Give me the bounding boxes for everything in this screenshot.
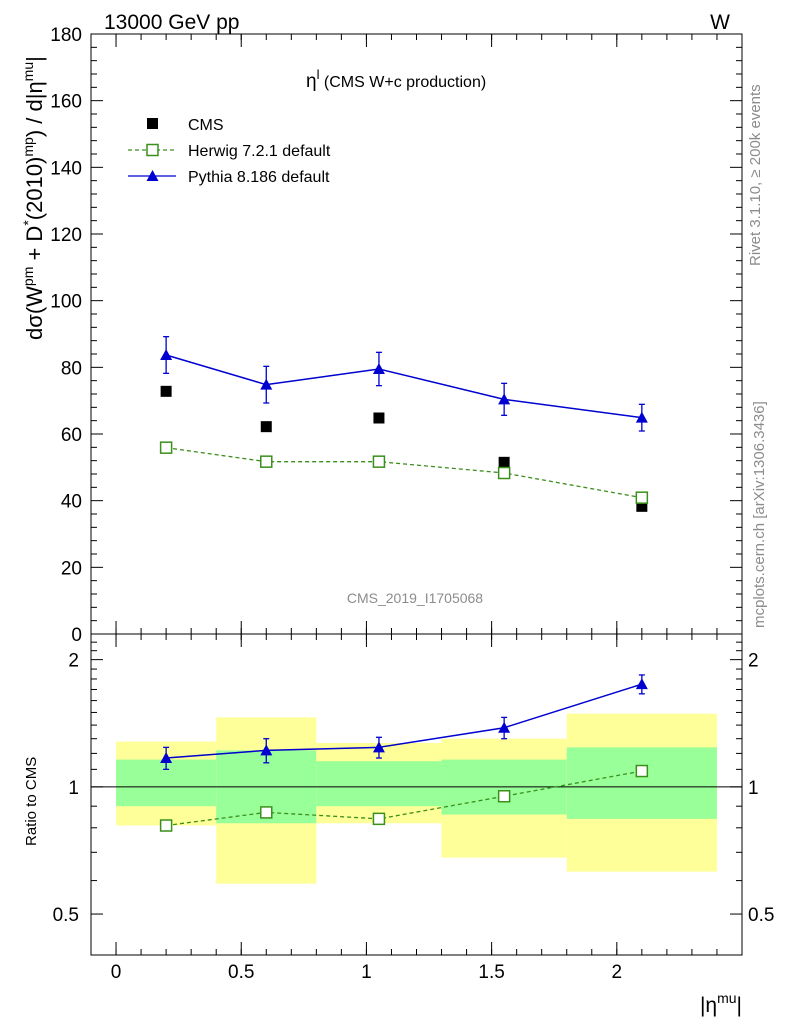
- axes: 0 20 40 60 80 100 120 140 160 180 0 0.5 1 1.5 2 0.5 0.5 1…: [50, 25, 774, 983]
- ratio-band-inner: [316, 761, 442, 807]
- legend: CMS Herwig 7.2.1 default Pythia 8.186 de…: [128, 117, 331, 186]
- ratio-y-axis-label: Ratio to CMS: [23, 757, 40, 846]
- plot-title: ηl (CMS W+c production): [306, 67, 486, 92]
- ratio-herwig-point: [260, 806, 273, 819]
- ratio-y-tick-label: 1: [68, 778, 79, 799]
- legend-cms-marker: [147, 118, 158, 129]
- y-tick-label: 60: [61, 425, 82, 446]
- herwig-point: [260, 455, 273, 468]
- analysis-watermark: CMS_2019_I1705068: [347, 590, 483, 606]
- ratio-pythia-point: [635, 678, 648, 690]
- ratio-pythia-point: [160, 752, 173, 764]
- x-tick-label: 1.5: [478, 962, 504, 983]
- pythia-point: [498, 393, 511, 405]
- y-axis-label: dσ(Wpm + D*(2010)mp) / d|ηmu|: [20, 56, 47, 340]
- herwig-point: [635, 491, 649, 504]
- main-series: [159, 336, 649, 512]
- cms-point: [636, 500, 648, 512]
- ratio-pythia-point: [372, 741, 385, 753]
- ratio-pythia-point: [260, 744, 273, 756]
- y-tick-label: 40: [61, 492, 82, 513]
- ratio-bands: [116, 713, 717, 884]
- x-tick-label: 0: [111, 962, 122, 983]
- x-axis-label: |ηmu|: [700, 990, 742, 1017]
- pythia-point: [160, 349, 173, 360]
- legend-herwig-marker: [146, 143, 159, 157]
- ratio-pythia-point: [498, 721, 511, 733]
- y-tick-label: 0: [71, 625, 82, 646]
- y-tick-label: 20: [61, 558, 82, 579]
- cms-point: [373, 412, 385, 424]
- legend-cms-label: CMS: [188, 117, 224, 134]
- cms-point: [160, 385, 172, 397]
- ratio-series: [159, 674, 649, 832]
- herwig-line: [166, 447, 642, 499]
- pythia-line: [165, 354, 642, 419]
- herwig-point: [497, 466, 511, 480]
- pythia-point: [635, 411, 648, 423]
- y-tick-label: 120: [50, 225, 82, 246]
- x-tick-label: 1: [361, 962, 372, 983]
- ratio-herwig-point: [372, 812, 386, 826]
- x-tick-label: 2: [612, 962, 623, 983]
- ratio-herwig-point: [497, 790, 511, 803]
- cms-point: [498, 456, 510, 468]
- ratio-y-tick-label-right: 2: [748, 651, 759, 672]
- ratio-herwig-point: [159, 819, 173, 832]
- mcplots-label: mcplots.cern.ch [arXiv:1306.3436]: [751, 401, 768, 628]
- y-tick-label: 140: [50, 158, 82, 179]
- pythia-point: [372, 363, 385, 374]
- herwig-point: [372, 455, 386, 468]
- legend-pythia-marker: [146, 170, 159, 181]
- ratio-y-tick-label: 2: [68, 651, 79, 672]
- y-tick-label: 100: [50, 292, 82, 313]
- ratio-herwig-point: [635, 764, 649, 778]
- header-left: 13000 GeV pp: [104, 11, 239, 34]
- y-tick-label: 160: [50, 92, 82, 113]
- x-tick-label: 0.5: [228, 962, 254, 983]
- header-right: W: [710, 11, 730, 34]
- rivet-label: Rivet 3.1.10, ≥ 200k events: [747, 84, 764, 266]
- cms-point: [260, 421, 272, 433]
- legend-pythia-label: Pythia 8.186 default: [188, 169, 330, 186]
- legend-herwig-label: Herwig 7.2.1 default: [188, 143, 331, 160]
- y-tick-label: 80: [61, 358, 82, 379]
- ratio-y-tick-label-right: 0.5: [748, 905, 774, 926]
- herwig-point: [159, 441, 173, 454]
- ratio-y-tick-label: 0.5: [53, 905, 79, 926]
- ratio-y-tick-label-right: 1: [748, 778, 759, 799]
- ratio-band-inner: [566, 747, 717, 819]
- y-tick-label: 180: [50, 25, 82, 46]
- pythia-point: [260, 378, 273, 390]
